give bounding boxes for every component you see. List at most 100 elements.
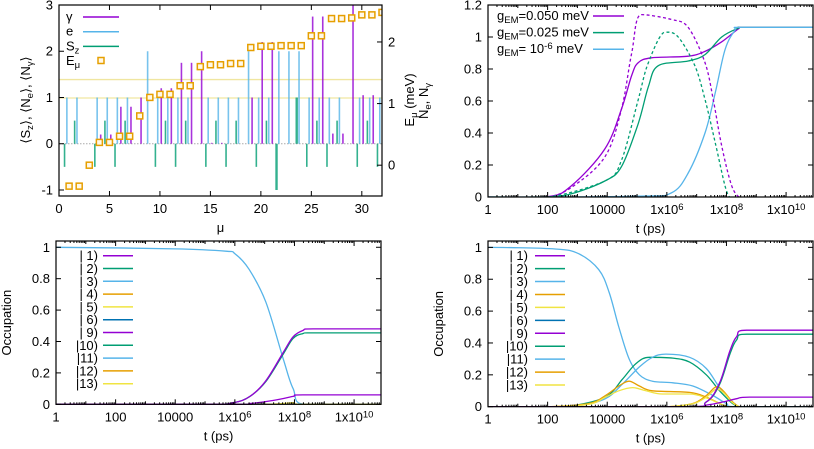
y-tick-label: 1 [43,240,50,255]
series-line-dashed [547,31,731,197]
legend: | 1)| 2)| 3)| 4)| 5)| 6)| 9)|10)|11)|12)… [506,248,565,393]
energy-point [166,90,174,99]
energy-point [378,8,382,17]
y-tick-label: 1 [46,90,53,105]
y-tick-label: 0.4 [464,335,482,350]
legend-label: | 5) [509,300,528,315]
series-line-solid [56,394,381,405]
y-tick-label: 1 [475,30,482,45]
x-tick-label: 1x1010 [767,202,806,217]
y-tick-label: 3 [46,0,53,13]
series-line-solid [56,246,381,405]
legend-label: γ [66,9,73,24]
x-axis-label: μ [217,220,225,235]
energy-point [75,182,83,190]
y-tick-label: 2 [46,44,53,59]
legend-label: |13) [76,376,98,391]
x-tick-label: 1 [484,202,491,217]
y-tick-label: 0 [43,397,50,412]
x-tick-label: 1 [52,409,59,424]
legend-label: |10) [76,338,98,353]
series-line-solid [488,26,813,197]
legend-label: | 4) [509,287,528,302]
y-axis-label: ⟨Sz⟩, ⟨Ne⟩, ⟨Nγ⟩ [18,56,36,143]
x-axis-label: t (ps) [636,221,666,236]
x-tick-label: 1x108 [710,202,744,217]
energy-point [257,42,265,51]
legend-label: Sz [66,38,80,56]
x-tick-label: 10 [153,201,167,216]
x-tick-label: 1x108 [278,409,312,424]
x-tick-label: 1x1010 [335,409,374,424]
y-tick-label: 1 [475,240,482,255]
plot-frame [58,4,383,197]
x-axis-label: t (ps) [636,431,666,446]
energy-point [347,14,356,22]
energy-point [368,11,376,19]
legend-label: |12) [506,365,528,380]
legend-label: |12) [76,363,98,378]
plot-area [488,246,813,407]
x-tick-label: 100 [537,412,559,427]
series-line-solid [56,332,381,405]
plot-area [56,246,381,405]
y2-axis-label: Eμ (meV) [402,73,420,126]
legend-label: gEM=0.050 meV [497,8,589,26]
legend-label: |10) [506,339,528,354]
y-tick-label: 0 [46,136,53,151]
energy-point [125,132,134,140]
x-tick-label: 0 [55,201,62,216]
x-tick-label: 100 [537,202,559,217]
legend-label: | 3) [509,274,528,289]
y-tick-label: 0.4 [464,126,482,141]
y-axis-label: Occupation [431,291,446,357]
y-tick-label: 0.2 [464,158,482,173]
y-tick-label: 1.2 [464,0,482,13]
series-line-solid [56,328,381,405]
legend: | 1)| 2)| 3)| 4)| 5)| 6)| 9)|10)|11)|12)… [76,248,133,391]
x-tick-label: 1x1010 [767,412,806,427]
energy-point [216,61,225,69]
energy-point [267,42,275,51]
x-tick-label: 30 [355,201,369,216]
y-tick-label: -1 [41,182,53,197]
energy-point [287,41,295,50]
legend-label: gEM=0.025 meV [497,25,589,43]
energy-point [146,93,154,102]
x-tick-label: 20 [254,201,268,216]
series-line-solid [488,26,813,197]
x-tick-label: 10000 [589,412,625,427]
y-axis-label: Occupation [0,290,14,356]
legend-label: | 1) [79,248,98,263]
x-tick-label: 10000 [589,202,625,217]
y-tick-label: 0.8 [32,271,50,286]
series-line-dashed [547,13,740,197]
y-tick-label: 0.8 [464,62,482,77]
y2-tick-label: 0 [388,158,395,173]
energy-point [297,41,305,50]
panel-occupation-weak-coupling: 0 0.2 0.4 0.6 0.8 1 1 100 10000 1x106 1x108 1x1010 t… [0,240,382,443]
y2-tick-label: 2 [388,34,395,49]
series-line-solid [488,333,813,407]
energy-point [277,41,285,50]
energy-point [176,81,184,90]
energy-point [136,112,144,120]
legend-label: Eμ [66,53,80,71]
legend-label: | 6) [509,313,528,328]
y-tick-label: 0 [475,399,482,414]
energy-point [186,81,194,90]
legend-label: e [66,24,73,39]
energy-point [95,138,104,147]
energy-point [115,132,124,140]
legend-label: | 9) [79,325,98,340]
y2-tick-label: 1 [388,96,395,111]
energy-point [358,11,366,19]
series-line-solid [488,396,813,407]
legend-label: | 2) [509,261,528,276]
series-line-solid [547,380,728,407]
x-axis-label: t (ps) [204,428,234,443]
series-line-solid [488,329,813,407]
x-tick-label: 15 [203,201,217,216]
